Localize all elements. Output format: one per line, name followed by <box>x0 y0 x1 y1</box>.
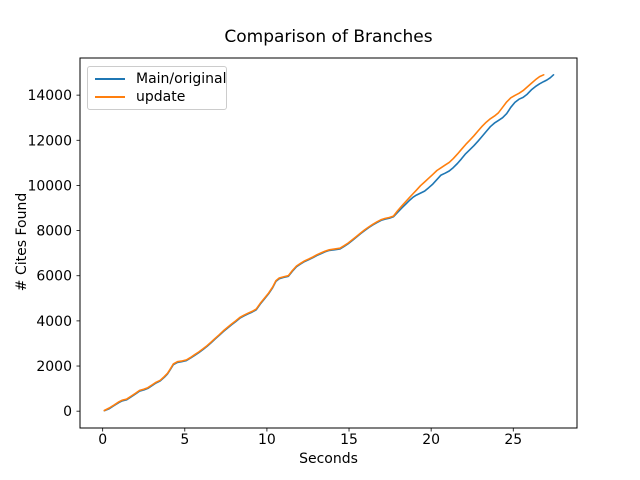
y-tick-label: 12000 <box>27 133 72 149</box>
x-axis-label: Seconds <box>299 451 358 467</box>
y-axis-label: # Cites Found <box>14 192 30 292</box>
axes-spines <box>79 57 578 429</box>
x-tick-label: 15 <box>340 432 358 448</box>
chart-title: Comparison of Branches <box>224 27 433 47</box>
series-line-update <box>103 74 545 412</box>
legend: Main/original update <box>87 66 227 110</box>
y-tick-label: 0 <box>63 404 72 420</box>
legend-label: Main/original <box>136 70 227 87</box>
legend-item-main: Main/original <box>95 70 226 88</box>
legend-line-swatch-blue <box>95 78 125 80</box>
y-tick-label: 6000 <box>36 269 72 285</box>
x-tick-label: 20 <box>422 432 440 448</box>
x-tick-label: 5 <box>180 432 189 448</box>
y-tick-label: 10000 <box>27 178 72 194</box>
x-tick-label: 0 <box>98 432 107 448</box>
legend-label: update <box>136 88 186 105</box>
x-tick-label: 25 <box>504 432 522 448</box>
legend-item-update: update <box>95 88 220 106</box>
legend-line-swatch-orange <box>95 96 125 98</box>
y-tick-label: 8000 <box>36 224 72 240</box>
x-tick-label: 10 <box>258 432 276 448</box>
y-tick-label: 2000 <box>36 359 72 375</box>
series-line-main-original <box>103 74 555 412</box>
y-tick-label: 14000 <box>27 88 72 104</box>
y-tick-label: 4000 <box>36 314 72 330</box>
